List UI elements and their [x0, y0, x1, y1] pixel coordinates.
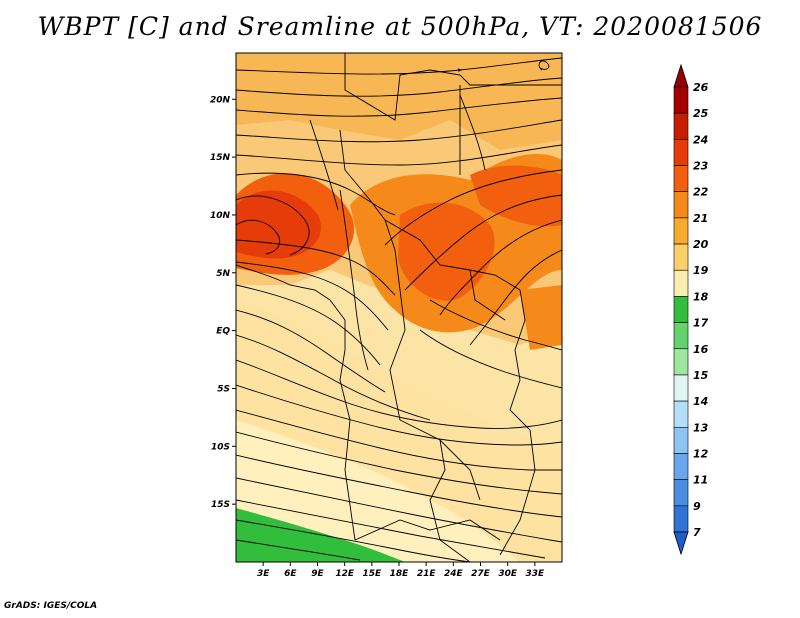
colorbar-label: 13: [693, 421, 709, 434]
colorbar-segment: [673, 453, 689, 480]
lat-label: 5N: [216, 269, 230, 279]
colorbar-segment: [673, 217, 689, 245]
chart-title: WBPT [C] and Sreamline at 500hPa, VT: 20…: [37, 12, 763, 41]
colorbar-label: 18: [693, 290, 709, 303]
colorbar-segment: [673, 400, 689, 428]
wbpt-shading: [236, 53, 562, 562]
colorbar-segment: [673, 348, 689, 376]
colorbar-bottom-triangle: [673, 531, 689, 556]
colorbar-segment: [673, 139, 689, 166]
lat-label: 10S: [211, 442, 230, 452]
colorbar-label: 12: [693, 447, 709, 460]
colorbar-label: 25: [693, 107, 709, 120]
colorbar-segment: [673, 191, 689, 219]
lat-label: 15N: [210, 153, 231, 163]
colorbar-segment: [673, 374, 689, 402]
colorbar-label: 20: [693, 238, 709, 251]
lon-label: 9E: [311, 569, 324, 579]
colorbar-label: 9: [693, 500, 701, 513]
colorbar-label: 15: [693, 369, 709, 382]
colorbar-label: 24: [693, 133, 708, 146]
lon-label: 33E: [525, 569, 545, 579]
lon-label: 30E: [498, 569, 518, 579]
lon-label: 3E: [257, 569, 270, 579]
lon-label: 21E: [417, 569, 437, 579]
map-panel: 20N 15N 10N 5N EQ 5S 10S 15S 3E 6E 9E 12E 15E 18E 21E…: [210, 52, 563, 579]
colorbar-label: 26: [693, 81, 709, 94]
colorbar-label: 16: [693, 343, 709, 356]
colorbar-segment: [673, 112, 689, 140]
lon-label: 12E: [335, 569, 355, 579]
grads-credit: GrADS: IGES/COLA: [4, 601, 98, 611]
colorbar-segment: [673, 165, 689, 193]
lon-label: 24E: [444, 569, 464, 579]
colorbar-segment: [673, 505, 689, 533]
colorbar-top-triangle: [673, 63, 689, 88]
colorbar-label: 7: [693, 526, 701, 539]
lon-label: 15E: [362, 569, 382, 579]
colorbar-label: 22: [693, 186, 709, 199]
colorbar-segment: [673, 243, 689, 271]
colorbar-segment: [673, 86, 689, 114]
lat-label: 5S: [217, 384, 230, 394]
longitude-axis: 3E 6E 9E 12E 15E 18E 21E 24E 27E 30E 33E: [257, 562, 545, 579]
colorbar-segment: [673, 269, 689, 297]
colorbar-label: 23: [693, 160, 709, 173]
lon-label: 18E: [390, 569, 410, 579]
country-borders: [236, 53, 562, 562]
lon-label: 6E: [284, 569, 297, 579]
colorbar-label: 14: [693, 395, 708, 408]
lat-label: 15S: [211, 500, 230, 510]
lat-label: 10N: [210, 211, 231, 221]
latitude-axis: 20N 15N 10N 5N EQ 5S 10S 15S: [210, 95, 236, 510]
colorbar-segment: [673, 296, 689, 323]
lat-label: 20N: [210, 95, 231, 105]
colorbar-label: 11: [693, 474, 708, 487]
colorbar-segment: [673, 426, 689, 454]
colorbar: 26 25 24 23 22 21 20 19 18 17 16 15 14 13 12 11 9 7: [673, 63, 709, 556]
lon-label: 27E: [471, 569, 491, 579]
colorbar-segment: [673, 479, 689, 507]
colorbar-label: 17: [693, 317, 709, 330]
lat-label: EQ: [216, 327, 230, 337]
colorbar-label: 21: [693, 212, 708, 225]
colorbar-label: 19: [693, 264, 709, 277]
colorbar-segment: [673, 322, 689, 350]
